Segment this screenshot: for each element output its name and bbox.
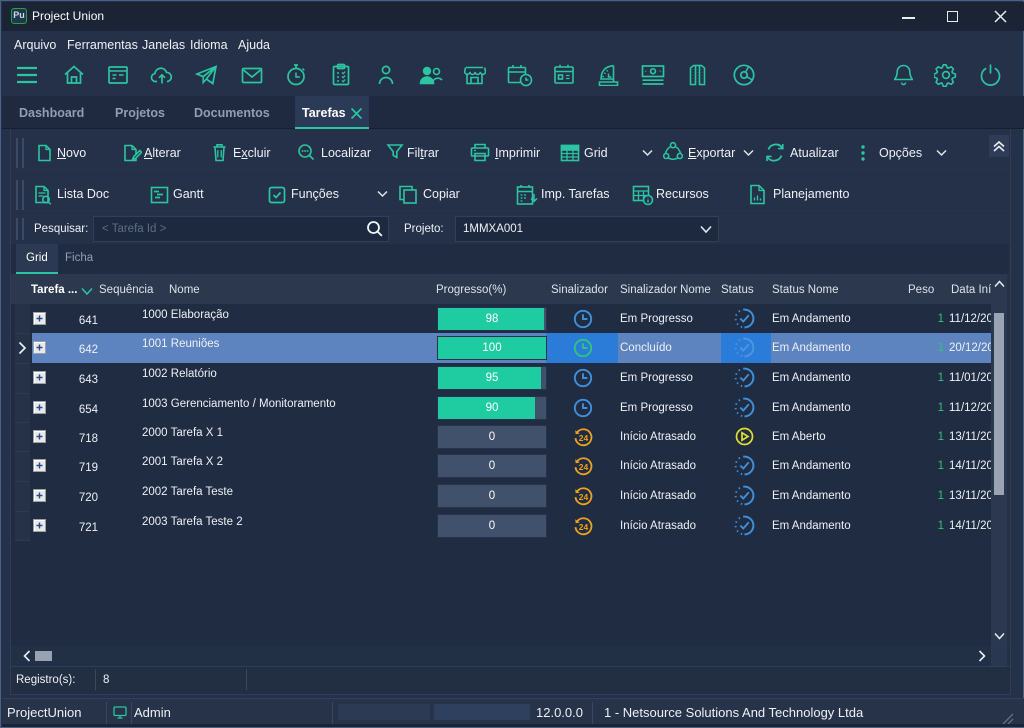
- svg-text:24: 24: [579, 433, 589, 443]
- svg-text:24: 24: [579, 522, 589, 532]
- svg-text:24: 24: [579, 492, 589, 502]
- svg-text:24: 24: [579, 462, 589, 472]
